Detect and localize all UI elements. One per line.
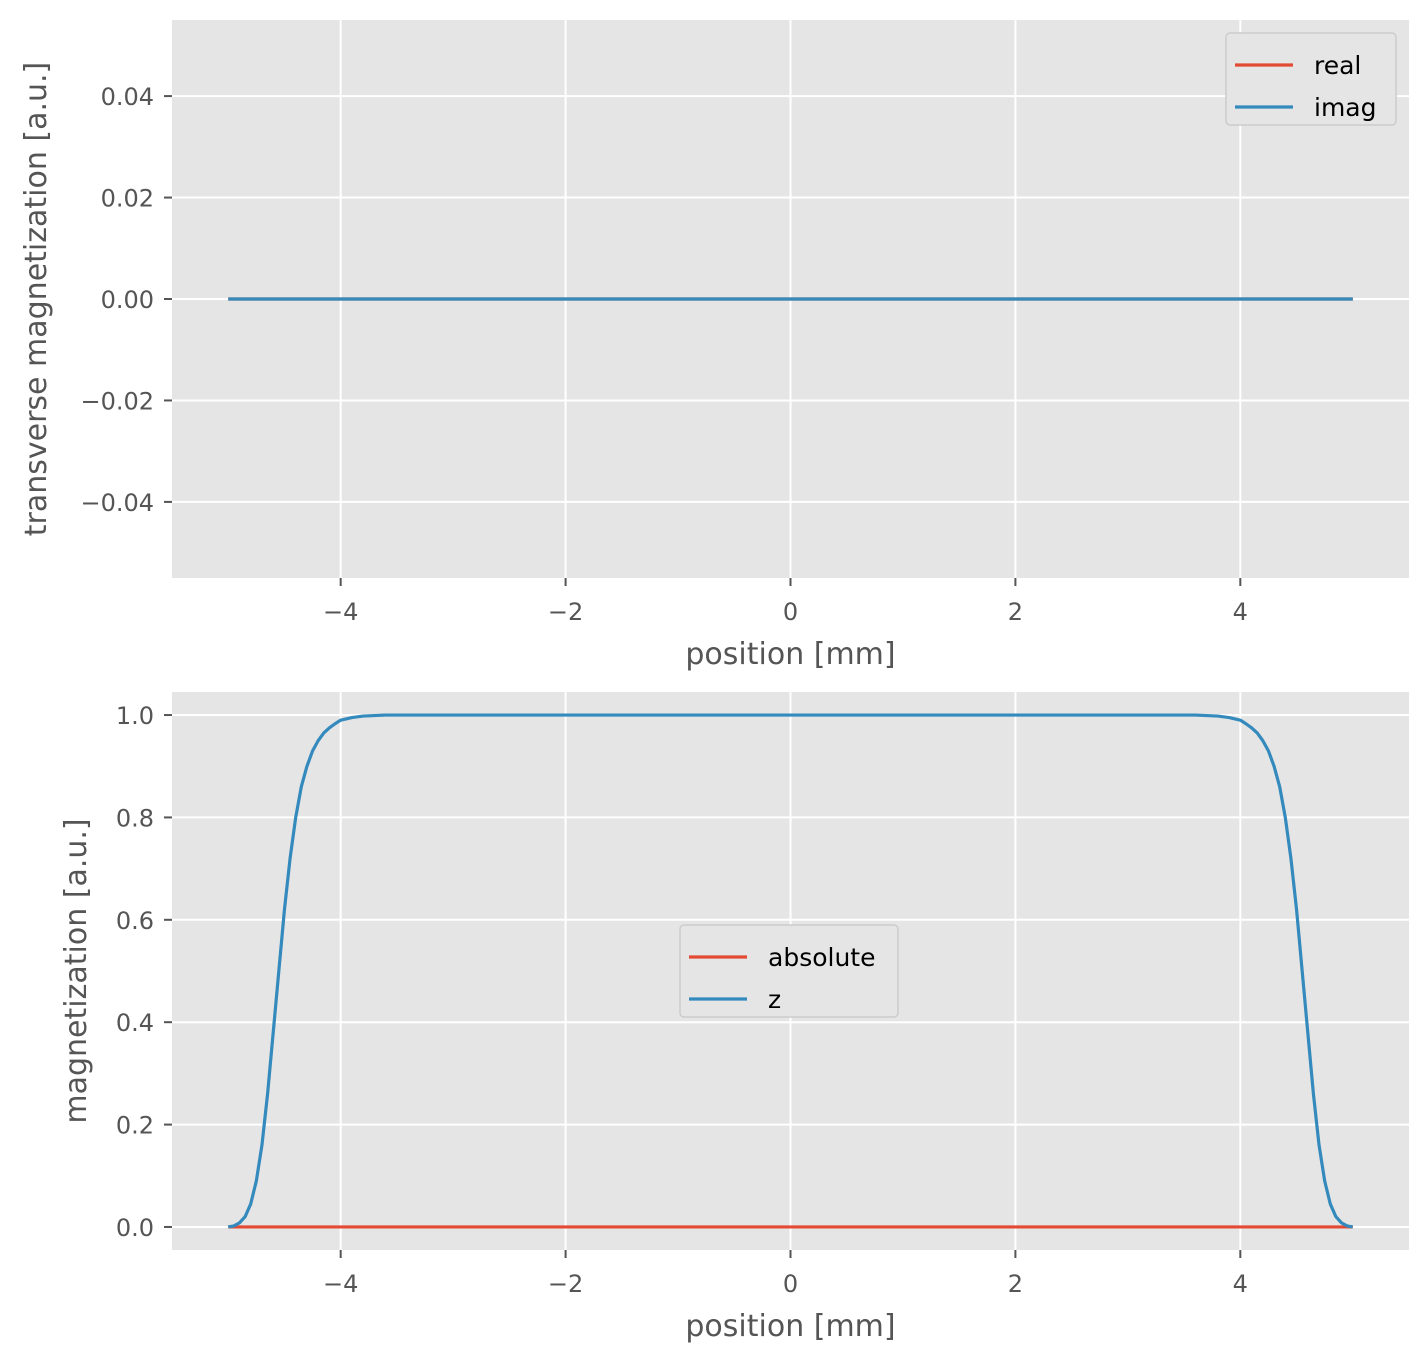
x-tick-label: 0	[783, 1270, 798, 1298]
subplot-2: −4 −2 0 2 4 1.0 0.8 0.6 0.4 0.2 0.0 position [mm] ma…	[59, 692, 1409, 1344]
y-tick-label: 0.8	[116, 804, 154, 832]
y-tick-label: 1.0	[116, 702, 154, 730]
y-tick-label: 0.6	[116, 907, 154, 935]
y-tick-label: 0.4	[116, 1009, 154, 1037]
y-axis-label: transverse magnetization [a.u.]	[19, 62, 54, 537]
series-line-z	[227, 713, 1354, 1229]
y-tick-label: 0.2	[116, 1112, 154, 1140]
y-tick-label: −0.04	[80, 489, 154, 517]
x-tick-label: 0	[783, 598, 798, 626]
y-tick-label: 0.0	[116, 1214, 154, 1242]
x-tick-label: 4	[1233, 598, 1248, 626]
x-tick-label: 2	[1008, 598, 1023, 626]
legend-label-z: z	[768, 985, 781, 1014]
legend-label-absolute: absolute	[768, 943, 875, 972]
legend: real imag	[1225, 32, 1397, 126]
x-axis-label: position [mm]	[685, 1309, 895, 1344]
y-axis-label: magnetization [a.u.]	[59, 818, 94, 1123]
x-tick-label: −2	[548, 1270, 583, 1298]
x-tick-label: −4	[323, 598, 358, 626]
legend: absolute z	[679, 924, 899, 1018]
y-tick-label: 0.02	[101, 185, 154, 213]
x-tick-label: −2	[548, 598, 583, 626]
legend-box	[1225, 32, 1397, 126]
series-group	[227, 713, 1354, 1229]
x-tick-label: 4	[1233, 1270, 1248, 1298]
y-tick-label: −0.02	[80, 387, 154, 415]
legend-box	[679, 924, 899, 1018]
y-tick-label: 0.04	[101, 83, 154, 111]
legend-label-real: real	[1314, 51, 1361, 80]
legend-label-imag: imag	[1314, 93, 1377, 122]
y-tick-label: 0.00	[101, 286, 154, 314]
x-axis-label: position [mm]	[685, 637, 895, 672]
x-tick-label: 2	[1008, 1270, 1023, 1298]
subplot-1: −4 −2 0 2 4 0.04 0.02 0.00 −0.02 −0.04 position [m…	[19, 20, 1409, 672]
x-tick-label: −4	[323, 1270, 358, 1298]
